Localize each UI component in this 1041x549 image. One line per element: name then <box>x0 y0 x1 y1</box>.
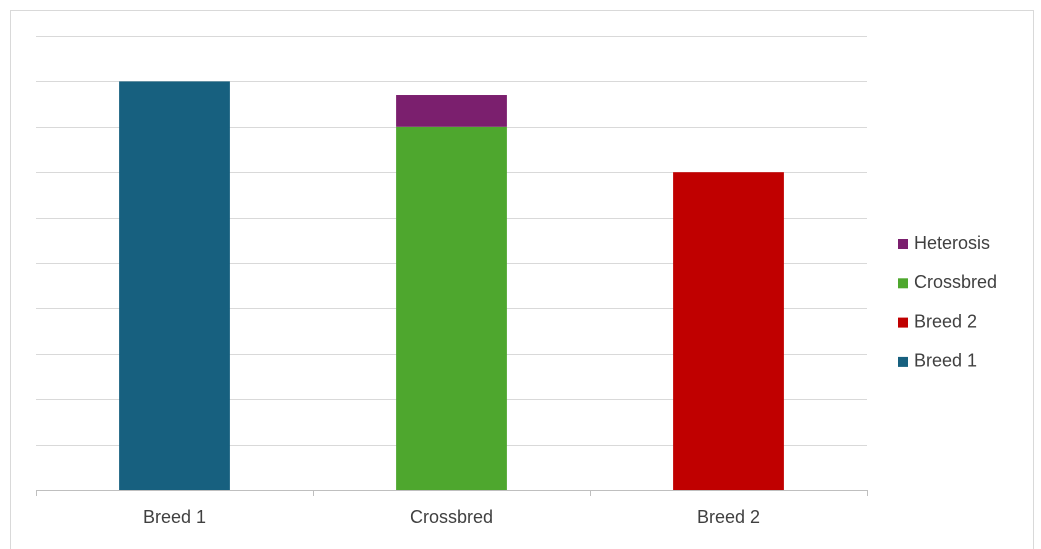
bar-segment <box>119 81 230 491</box>
legend-label: Heterosis <box>914 233 990 253</box>
legend-swatch <box>898 278 908 289</box>
legend-swatch <box>898 317 908 328</box>
legend-label: Breed 1 <box>914 351 977 371</box>
legend-swatch <box>898 356 908 367</box>
x-tick-label: Breed 1 <box>143 507 206 527</box>
legend-label: Crossbred <box>914 272 997 292</box>
x-tick-label: Breed 2 <box>697 507 760 527</box>
bar-segment <box>396 126 507 491</box>
x-tick-label: Crossbred <box>410 507 493 527</box>
legend-label: Breed 2 <box>914 311 977 331</box>
bar-segment <box>673 172 784 490</box>
legend-swatch <box>898 239 908 249</box>
bar-segment <box>396 95 507 127</box>
